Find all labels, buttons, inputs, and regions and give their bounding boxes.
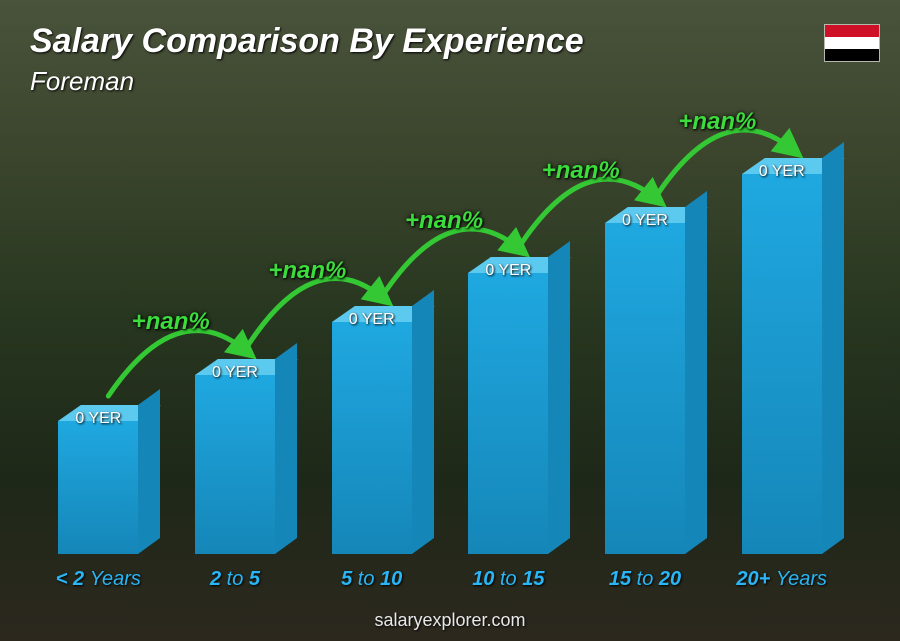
bar-category-label: 10 to 15 xyxy=(472,568,544,591)
bar-category-label: 5 to 10 xyxy=(341,568,402,591)
bar-column: 20+ Years 0 YER xyxy=(713,110,850,591)
chart-area: < 2 Years 0 YER 2 to 5 0 YER 5 to 10 0 YER 10 … xyxy=(30,110,850,591)
bar xyxy=(58,421,138,554)
flag-stripe xyxy=(825,25,879,37)
chart-subtitle: Foreman xyxy=(30,66,134,97)
bar-category-label: < 2 Years xyxy=(56,568,141,591)
bar-category-label: 20+ Years xyxy=(736,568,827,591)
bar-front xyxy=(195,375,275,554)
bar-side xyxy=(685,191,707,554)
bar-value-label: 0 YER xyxy=(722,163,842,181)
footer-source: salaryexplorer.com xyxy=(0,610,900,631)
flag-stripe xyxy=(825,37,879,49)
bar-side xyxy=(548,241,570,554)
bar xyxy=(468,273,548,554)
bar-value-label: 0 YER xyxy=(38,410,158,428)
bar-category-label: 2 to 5 xyxy=(210,568,260,591)
bar-column: < 2 Years 0 YER xyxy=(30,110,167,591)
flag-stripe xyxy=(825,49,879,61)
bar-value-label: 0 YER xyxy=(448,262,568,280)
chart-title: Salary Comparison By Experience xyxy=(30,22,584,61)
bars-container: < 2 Years 0 YER 2 to 5 0 YER 5 to 10 0 YER 10 … xyxy=(30,110,850,591)
bar-column: 2 to 5 0 YER xyxy=(167,110,304,591)
increment-percentage: +nan% xyxy=(542,157,620,185)
bar-side xyxy=(822,142,844,554)
bar xyxy=(605,223,685,554)
bar-side xyxy=(412,290,434,554)
flag-icon xyxy=(824,24,880,62)
increment-percentage: +nan% xyxy=(405,207,483,235)
increment-percentage: +nan% xyxy=(132,308,210,336)
bar-front xyxy=(58,421,138,554)
bar-value-label: 0 YER xyxy=(175,364,295,382)
bar xyxy=(195,375,275,554)
bar xyxy=(742,174,822,554)
bar-front xyxy=(468,273,548,554)
bar-value-label: 0 YER xyxy=(585,212,705,230)
bar-value-label: 0 YER xyxy=(312,311,432,329)
bar-front xyxy=(742,174,822,554)
bar-column: 5 to 10 0 YER xyxy=(303,110,440,591)
bar-front xyxy=(332,322,412,554)
increment-percentage: +nan% xyxy=(268,257,346,285)
bar-front xyxy=(605,223,685,554)
infographic-canvas: Salary Comparison By Experience Foreman … xyxy=(0,0,900,641)
bar-category-label: 15 to 20 xyxy=(609,568,681,591)
bar xyxy=(332,322,412,554)
increment-percentage: +nan% xyxy=(678,108,756,136)
